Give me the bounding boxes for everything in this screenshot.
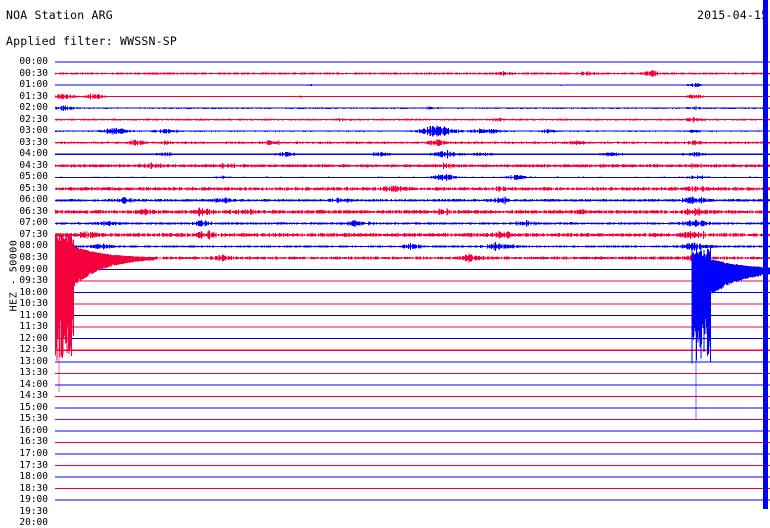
- time-tick-label: 01:00: [19, 80, 48, 90]
- time-tick-label: 06:30: [19, 207, 48, 217]
- record-wrap-column: [763, 0, 768, 509]
- time-tick-label: 10:00: [19, 288, 48, 298]
- time-tick-label: 08:30: [19, 253, 48, 263]
- time-tick-label: 06:00: [19, 195, 48, 205]
- time-tick-label: 07:30: [19, 230, 48, 240]
- major-earthquake-event: [56, 233, 155, 360]
- time-tick-label: 16:30: [19, 437, 48, 447]
- time-tick-label: 14:30: [19, 391, 48, 401]
- time-tick-label: 04:30: [19, 161, 48, 171]
- time-tick-label: 18:30: [19, 484, 48, 494]
- time-tick-label: 18:00: [19, 472, 48, 482]
- major-earthquake-event: [692, 247, 770, 363]
- time-tick-label: 00:00: [19, 57, 48, 67]
- time-tick-label: 03:00: [19, 126, 48, 136]
- time-tick-label: 09:00: [19, 265, 48, 275]
- time-tick-label: 12:00: [19, 334, 48, 344]
- time-tick-label: 15:30: [19, 414, 48, 424]
- time-tick-label: 00:30: [19, 69, 48, 79]
- time-tick-label: 09:30: [19, 276, 48, 286]
- time-tick-label: 11:00: [19, 311, 48, 321]
- time-tick-label: 16:00: [19, 426, 48, 436]
- time-tick-label: 03:30: [19, 138, 48, 148]
- time-tick-label: 02:30: [19, 115, 48, 125]
- time-tick-label: 15:00: [19, 403, 48, 413]
- time-tick-label: 04:00: [19, 149, 48, 159]
- time-tick-label: 08:00: [19, 241, 48, 251]
- time-tick-label: 17:00: [19, 449, 48, 459]
- seismogram-plot: NOA Station ARG Applied filter: WWSSN-SP…: [0, 0, 770, 509]
- time-tick-label: 13:30: [19, 368, 48, 378]
- time-tick-label: 11:30: [19, 322, 48, 332]
- time-tick-label: 10:30: [19, 299, 48, 309]
- trace-canvas: [55, 0, 770, 509]
- time-tick-label: 14:00: [19, 380, 48, 390]
- time-tick-label: 05:30: [19, 184, 48, 194]
- time-tick-label: 19:00: [19, 495, 48, 505]
- time-tick-label: 13:00: [19, 357, 48, 367]
- time-tick-label: 12:30: [19, 345, 48, 355]
- time-tick-label: 01:30: [19, 92, 48, 102]
- time-tick-label: 07:00: [19, 218, 48, 228]
- time-tick-label: 19:30: [19, 507, 48, 517]
- time-tick-label: 02:00: [19, 103, 48, 113]
- time-tick-label: 05:00: [19, 172, 48, 182]
- time-tick-label: 17:30: [19, 461, 48, 471]
- time-tick-label: 20:00: [19, 518, 48, 528]
